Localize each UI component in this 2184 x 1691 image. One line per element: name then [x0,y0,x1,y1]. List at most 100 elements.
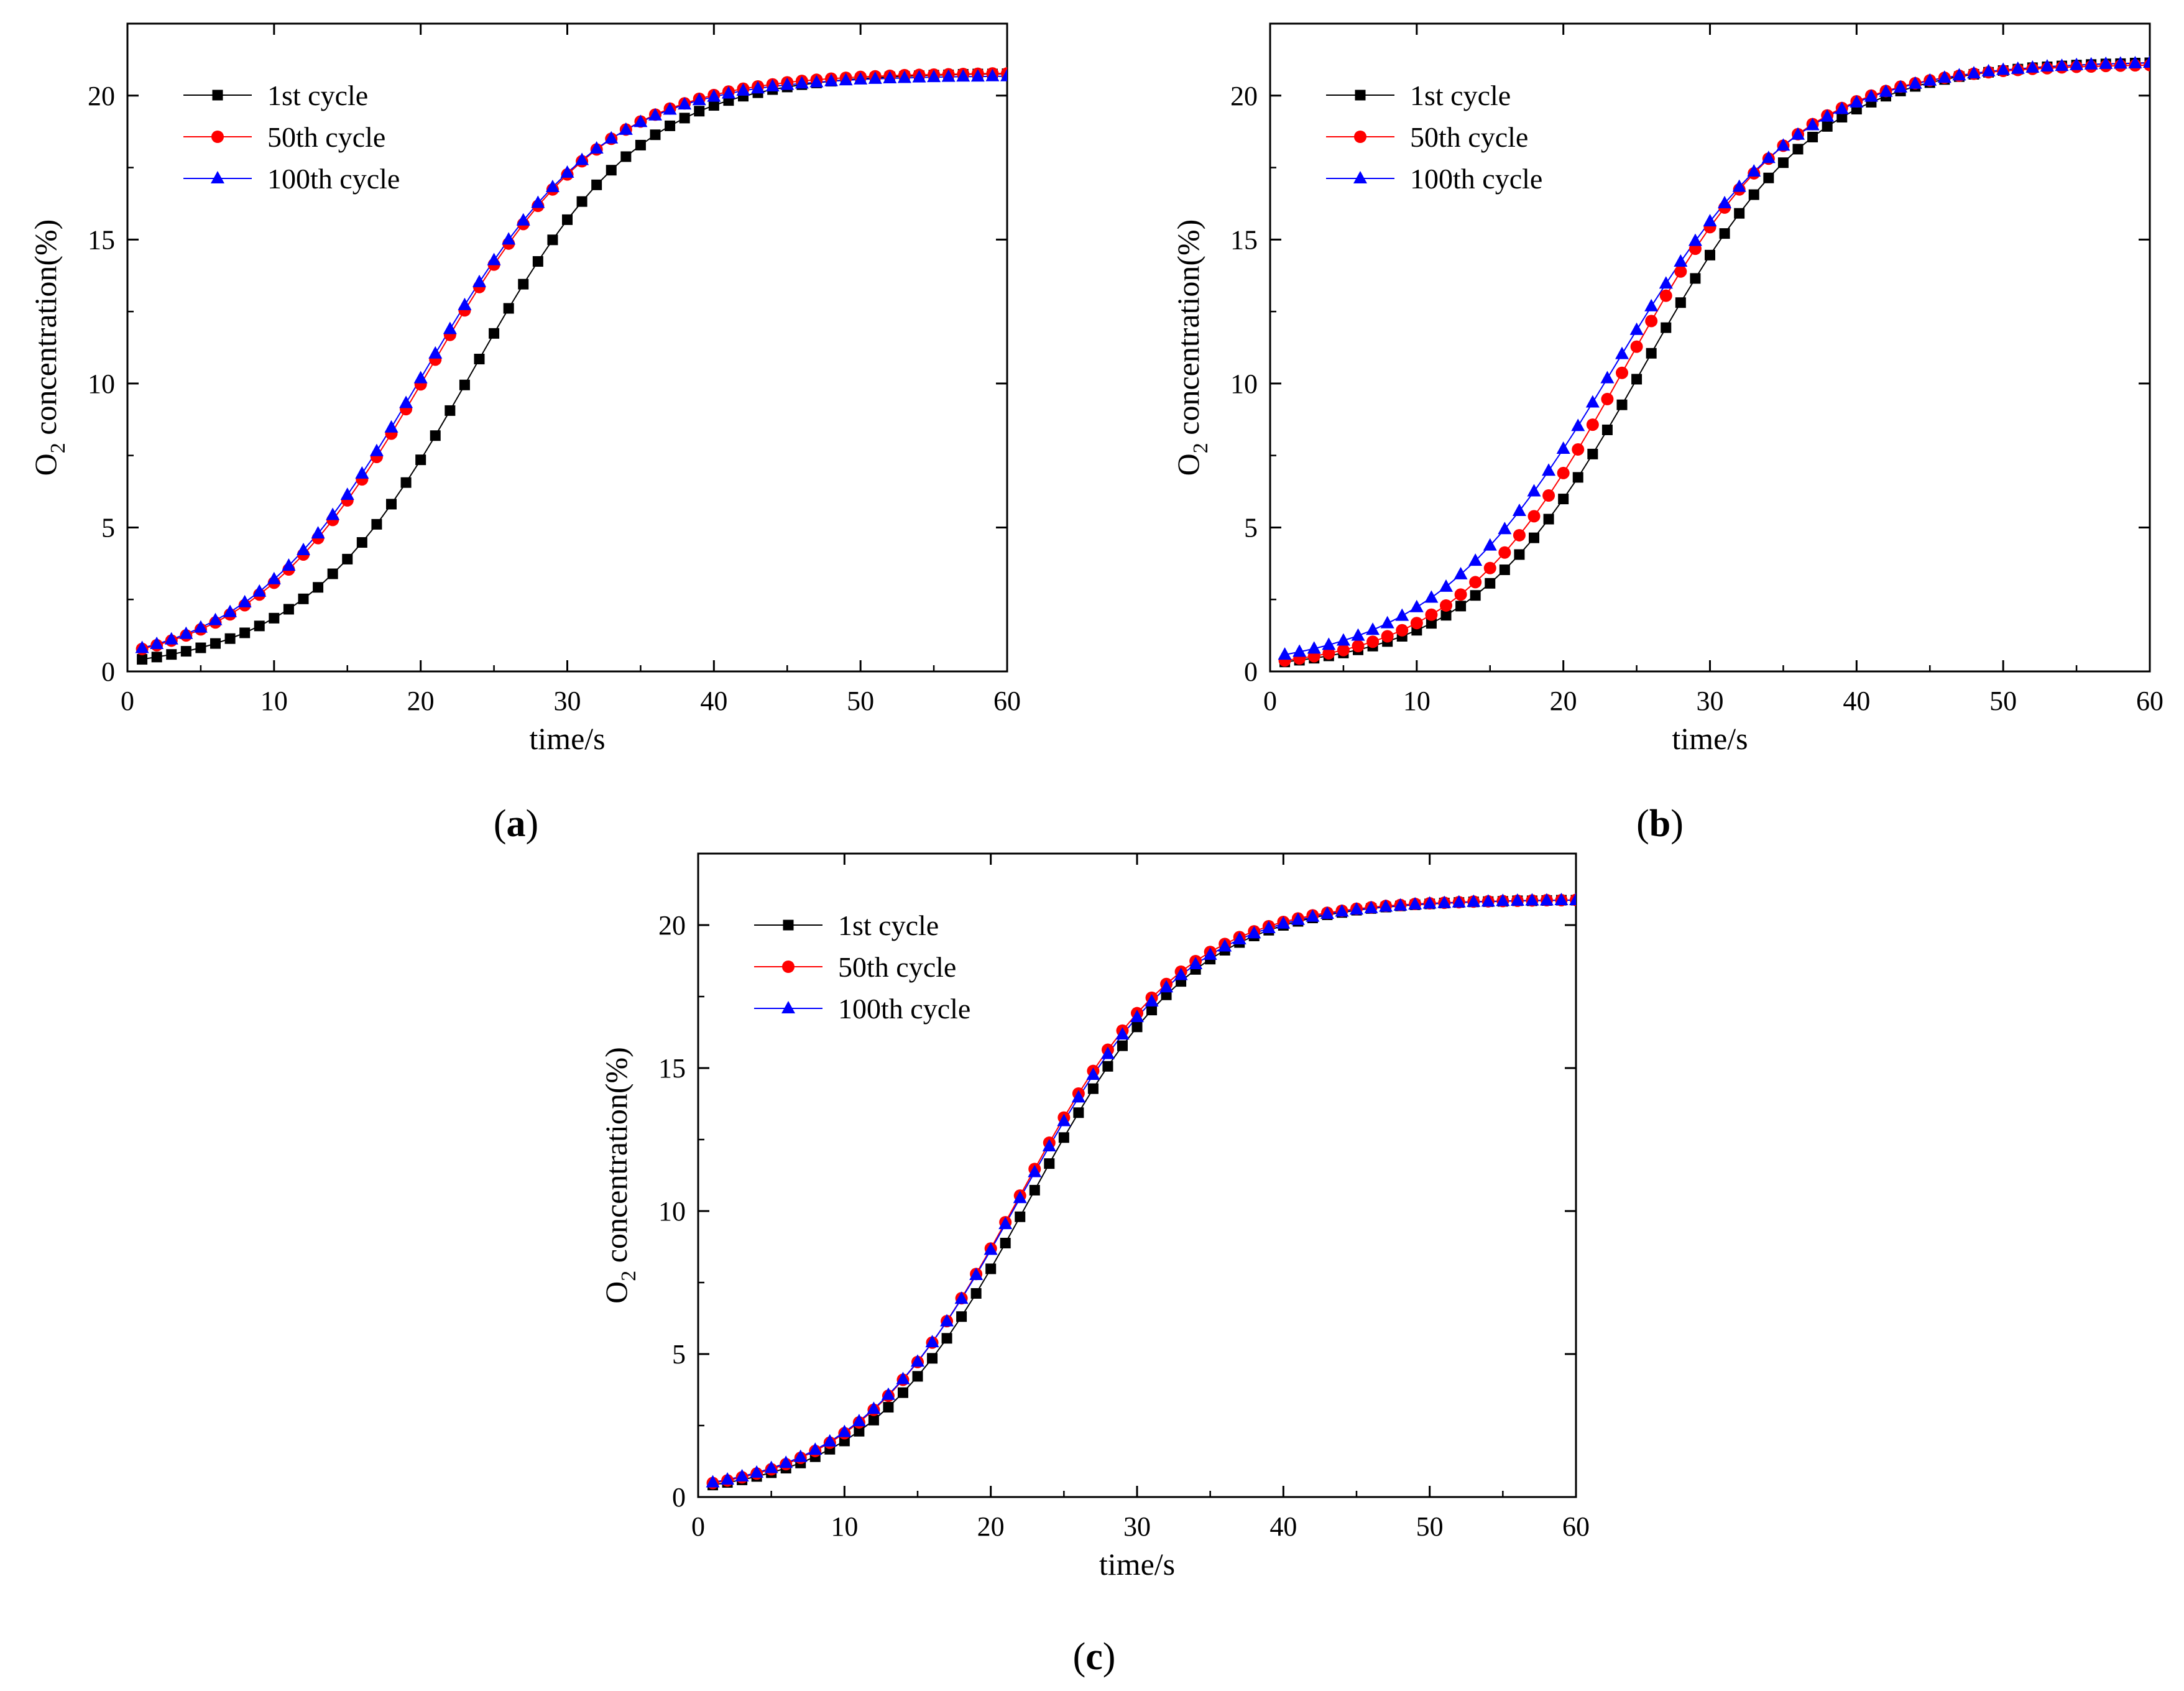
series-markers-1st-cycle [707,895,1576,1491]
series-markers-1st-cycle [137,68,1007,665]
1st-cycle-point [371,518,382,530]
100th-cycle-point [1424,590,1439,603]
x-axis-label: time/s [1672,721,1748,756]
legend-label: 100th cycle [838,993,970,1025]
100th-cycle-point [1791,127,1805,140]
1st-cycle-point [1455,601,1467,612]
100th-cycle-point [2040,59,2054,72]
100th-cycle-point [1805,117,1820,131]
100th-cycle-point [751,81,765,94]
100th-cycle-point [1364,900,1378,913]
50th-cycle-point [1659,289,1672,302]
1st-cycle-point [941,1333,952,1344]
100th-cycle-point [1908,76,1922,89]
100th-cycle-point [2099,56,2113,69]
series-markers-50th-cycle [136,67,1007,655]
panel-b: 0 10 20 30 40 50 60 0 5 10 15 20 time/s O2 concentrat… [1171,22,2163,756]
1st-cycle-point [620,151,632,162]
x-tick-label: 10 [260,686,288,716]
100th-cycle-point [1835,101,1849,114]
100th-cycle-point [1379,899,1393,912]
100th-cycle-point [941,69,956,82]
series-line-50th-cycle [1284,64,2150,661]
50th-cycle-point [1527,510,1541,523]
100th-cycle-point [1776,138,1790,151]
series-markers-50th-cycle [706,893,1576,1490]
1st-cycle-point [430,430,441,441]
50th-cycle-point [1513,528,1526,541]
100th-cycle-point [1350,902,1363,915]
100th-cycle-point [735,1468,749,1481]
1st-cycle-point [195,642,206,653]
100th-cycle-point [2025,60,2040,73]
series-line-100th-cycle [142,75,1007,649]
1st-cycle-point [1529,532,1539,543]
100th-cycle-point [822,1434,837,1447]
100th-cycle-point [911,1354,924,1367]
legend-label: 100th cycle [1410,163,1542,195]
1st-cycle-point [1131,1021,1143,1033]
1st-cycle-point [1777,157,1789,168]
50th-cycle-point [1586,418,1599,431]
panel-label: (c) [1073,1636,1116,1678]
100th-cycle-point [2070,57,2084,70]
100th-cycle-point [1145,993,1159,1007]
y-tick-label: 20 [658,910,686,941]
legend: 1st cycle 50th cycle 100th cycle [183,80,400,195]
1st-cycle-point [708,100,719,111]
100th-cycle-point [1703,214,1717,227]
x-tick-label: 0 [121,686,134,716]
50th-cycle-point [1557,466,1570,479]
100th-cycle-point [839,73,853,86]
100th-cycle-point [1761,150,1776,164]
100th-cycle-point [896,1371,910,1385]
100th-cycle-point [311,526,325,539]
100th-cycle-point [1615,346,1629,359]
series-line-1st-cycle [712,900,1576,1486]
series-line-100th-cycle [712,900,1576,1483]
100th-cycle-point [1422,896,1437,909]
100th-cycle-point [1189,957,1203,970]
x-tick-label: 60 [1562,1511,1590,1542]
100th-cycle-point [2055,58,2069,71]
y-tick-label: 10 [658,1196,686,1227]
100th-cycle-point [1481,894,1495,907]
100th-cycle-point [927,70,941,83]
100th-cycle-point [1864,89,1878,102]
1st-cycle-point [650,129,661,141]
100th-cycle-point [1232,932,1246,944]
100th-cycle-point [854,71,868,85]
1st-cycle-point [1426,618,1437,629]
100th-cycle-point [545,180,560,193]
x-tick-label: 40 [1843,686,1870,716]
100th-cycle-point [193,620,208,633]
1st-cycle-point [1470,590,1481,601]
100th-cycle-point [692,93,706,106]
1st-cycle-point [1058,1132,1069,1143]
1st-cycle-point [912,1371,923,1382]
100th-cycle-point [1395,608,1409,621]
100th-cycle-point [516,213,530,226]
100th-cycle-point [1028,1164,1042,1177]
100th-cycle-point [252,584,267,597]
50th-cycle-point [1337,643,1350,657]
plot-frame [1269,22,2151,673]
100th-cycle-point [1408,896,1422,910]
100th-cycle-point [1688,233,1702,246]
100th-cycle-point [1320,906,1334,919]
100th-cycle-point [2113,56,2127,69]
1st-cycle-point [1836,112,1848,123]
100th-cycle-point [164,632,178,645]
x-tick-label: 20 [977,1511,1005,1542]
100th-cycle-point [1585,395,1600,408]
100th-cycle-point [925,1335,939,1348]
100th-cycle-point [458,297,472,310]
50th-cycle-point [1572,443,1585,456]
legend-triangle-point [1353,171,1367,183]
50th-cycle-point [1674,265,1687,278]
x-tick-label: 40 [1269,1511,1297,1542]
100th-cycle-point [809,75,824,88]
series-markers-100th-cycle [135,68,1007,653]
100th-cycle-point [912,70,926,83]
series-line-1st-cycle [142,73,1007,660]
